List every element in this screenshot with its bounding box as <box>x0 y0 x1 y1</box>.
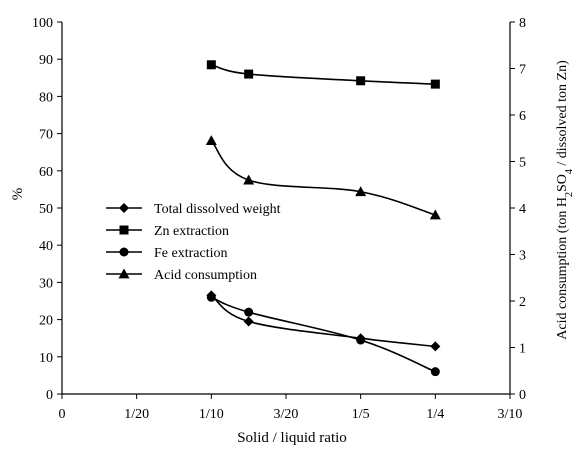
y-tick-label: 60 <box>39 165 53 180</box>
series-square <box>206 60 440 89</box>
y2-tick-label: 6 <box>519 109 526 124</box>
y2-label-part-5: / dissolved ton Zn) <box>555 60 570 169</box>
data-point <box>355 186 367 197</box>
x-axis-label: Solid / liquid ratio <box>237 430 347 446</box>
x-tick-label: 1/5 <box>352 407 370 422</box>
data-point <box>430 79 440 89</box>
y2-tick-label: 1 <box>519 342 526 357</box>
data-point <box>244 307 254 317</box>
y2-tick-label: 3 <box>519 249 526 264</box>
y-tick-label: 20 <box>39 314 53 329</box>
y-tick-label: 40 <box>39 239 53 254</box>
y-tick-label: 90 <box>39 53 53 68</box>
legend-label: Fe extraction <box>154 246 227 261</box>
data-point <box>243 174 255 185</box>
x-tick-label: 3/10 <box>498 407 523 422</box>
series-diamond <box>206 290 441 352</box>
series-line <box>210 294 436 348</box>
legend-marker <box>119 247 129 257</box>
x-tick-label: 3/20 <box>274 407 299 422</box>
x-tick-label: 1/10 <box>199 407 224 422</box>
y-tick-label: 80 <box>39 90 53 105</box>
x-tick-label: 1/4 <box>426 407 444 422</box>
legend-marker <box>119 203 129 213</box>
data-point <box>356 76 366 86</box>
y-tick-label: 30 <box>39 276 53 291</box>
data-point <box>244 69 254 79</box>
data-point <box>205 135 217 145</box>
data-point <box>430 367 440 377</box>
x-tick-label: 1/20 <box>124 407 149 422</box>
y2-label-part-3: SO <box>555 174 570 192</box>
legend: Total dissolved weight Zn extraction Fe ex… <box>106 202 281 283</box>
y2-tick-label: 8 <box>519 16 526 31</box>
y2-label-part-1: Acid consumption (ton H <box>555 197 570 340</box>
y-tick-label: 70 <box>39 128 53 143</box>
series-triangle <box>205 135 441 220</box>
legend-marker <box>119 225 129 235</box>
y2-label-sub-4: 4 <box>564 169 573 174</box>
y2-ticks: 0 1 2 3 4 5 6 7 8 <box>510 16 526 403</box>
y2-tick-label: 4 <box>519 202 526 217</box>
series-line <box>210 140 436 216</box>
legend-marker <box>118 268 130 279</box>
series-layer <box>205 60 441 377</box>
x-ticks: 0 1/20 1/10 3/20 1/5 1/4 3/10 <box>59 394 523 422</box>
legend-label: Zn extraction <box>154 224 229 239</box>
legend-label: Total dissolved weight <box>154 202 281 217</box>
data-point <box>206 292 216 302</box>
y2-label-sub-2: 2 <box>564 192 573 197</box>
y-tick-label: 10 <box>39 351 53 366</box>
data-point <box>206 60 216 70</box>
y-tick-label: 0 <box>46 388 53 403</box>
series-circle <box>206 292 440 377</box>
data-point <box>429 209 441 220</box>
y2-tick-label: 5 <box>519 156 526 171</box>
data-point <box>356 335 366 345</box>
y-ticks: 0 10 20 30 40 50 60 70 80 90 100 <box>32 16 62 403</box>
data-point <box>243 316 254 327</box>
y2-tick-label: 2 <box>519 295 526 310</box>
y2-tick-label: 7 <box>519 63 526 78</box>
x-tick-label: 0 <box>59 407 66 422</box>
legend-label: Acid consumption <box>154 268 257 283</box>
y2-tick-label: 0 <box>519 388 526 403</box>
y-tick-label: 50 <box>39 202 53 217</box>
y-axis-label: % <box>10 188 26 201</box>
y-tick-label: 100 <box>32 16 53 31</box>
y2-axis-label: Acid consumption (ton H2SO4 / dissolved … <box>555 60 573 340</box>
series-line <box>211 296 436 373</box>
data-point <box>430 341 441 352</box>
series-line <box>211 64 436 85</box>
